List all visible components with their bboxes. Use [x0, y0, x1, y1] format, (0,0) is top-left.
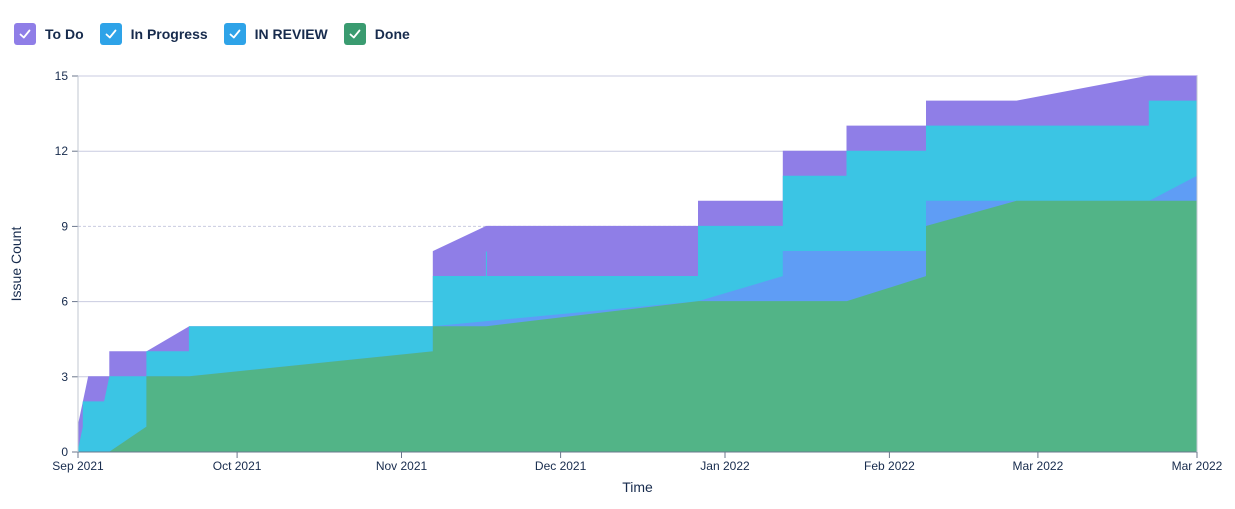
check-icon [229, 29, 241, 39]
y-axis-title: Issue Count [8, 227, 24, 302]
legend-label-done: Done [374, 26, 410, 42]
check-icon [349, 29, 361, 39]
legend-item-in-progress[interactable]: In Progress [99, 23, 208, 45]
y-tick-label: 12 [55, 144, 69, 158]
y-tick-label: 3 [61, 370, 68, 384]
y-tick-labels: 0 3 6 9 12 15 [55, 69, 69, 459]
legend-item-done[interactable]: Done [343, 23, 410, 45]
legend-label-in-review: IN REVIEW [254, 26, 328, 42]
y-tick-label: 9 [61, 219, 68, 233]
y-tick-label: 6 [61, 295, 68, 309]
x-tick-label: Sep 2021 [52, 459, 104, 473]
x-tick-label: Oct 2021 [213, 459, 262, 473]
legend-swatch-in-progress[interactable] [99, 23, 122, 45]
x-tick-labels: Sep 2021 Oct 2021 Nov 2021 Dec 2021 Jan 2022… [52, 452, 1223, 473]
y-tick-label: 0 [61, 445, 68, 459]
check-icon [19, 29, 31, 39]
x-tick-label: Mar 2022 [1172, 459, 1223, 473]
legend-item-to-do[interactable]: To Do [14, 23, 84, 45]
legend-swatch-to-do[interactable] [14, 23, 36, 45]
x-axis-title: Time [622, 479, 653, 495]
x-tick-label: Dec 2021 [535, 459, 587, 473]
chart-legend: To Do In Progress IN REVIEW Done [14, 22, 426, 46]
area-done[interactable] [78, 200, 1198, 453]
area-series [77, 75, 1198, 453]
legend-label-in-progress: In Progress [130, 26, 208, 42]
x-tick-label: Mar 2022 [1013, 459, 1064, 473]
legend-label-to-do: To Do [45, 26, 84, 42]
legend-swatch-done[interactable] [343, 23, 366, 45]
check-icon [105, 29, 117, 39]
legend-swatch-in-review[interactable] [223, 23, 246, 45]
x-tick-label: Feb 2022 [864, 459, 915, 473]
axes [77, 76, 1198, 453]
legend-item-in-review[interactable]: IN REVIEW [223, 23, 328, 45]
x-tick-label: Nov 2021 [376, 459, 428, 473]
y-tick-label: 15 [55, 69, 69, 83]
x-tick-label: Jan 2022 [700, 459, 750, 473]
